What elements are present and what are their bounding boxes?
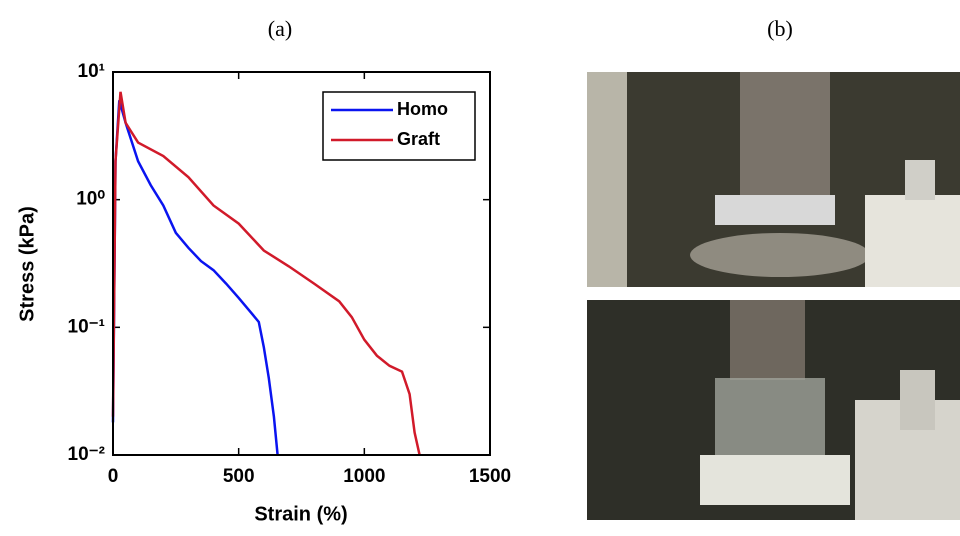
y-tick-label: 10¹ [78, 61, 105, 82]
photo-bottom [587, 300, 960, 520]
x-tick-label: 0 [108, 466, 119, 487]
x-tick-label: 500 [223, 466, 255, 487]
x-tick-label: 1000 [343, 466, 385, 487]
y-tick-label: 10⁰ [76, 189, 105, 210]
x-axis-label: Strain (%) [254, 503, 347, 525]
panel-label: (a) [268, 16, 292, 41]
plot-frame [112, 71, 491, 456]
legend-label: Homo [397, 99, 448, 119]
photo-top [587, 72, 960, 287]
x-tick-label: 1500 [469, 466, 511, 487]
y-tick-label: 10⁻¹ [68, 316, 106, 337]
panel-label: (b) [767, 16, 793, 41]
y-axis-label: Stress (kPa) [16, 206, 38, 322]
series-line [111, 99, 279, 456]
plot: 0 500 1000 1500 10⁻² 10⁻¹ 10⁰ 10¹ Homo Graft [68, 61, 512, 487]
legend-label: Graft [397, 129, 440, 149]
series-line [111, 91, 421, 456]
y-tick-label: 10⁻² [68, 444, 106, 465]
legend-box [322, 91, 476, 161]
